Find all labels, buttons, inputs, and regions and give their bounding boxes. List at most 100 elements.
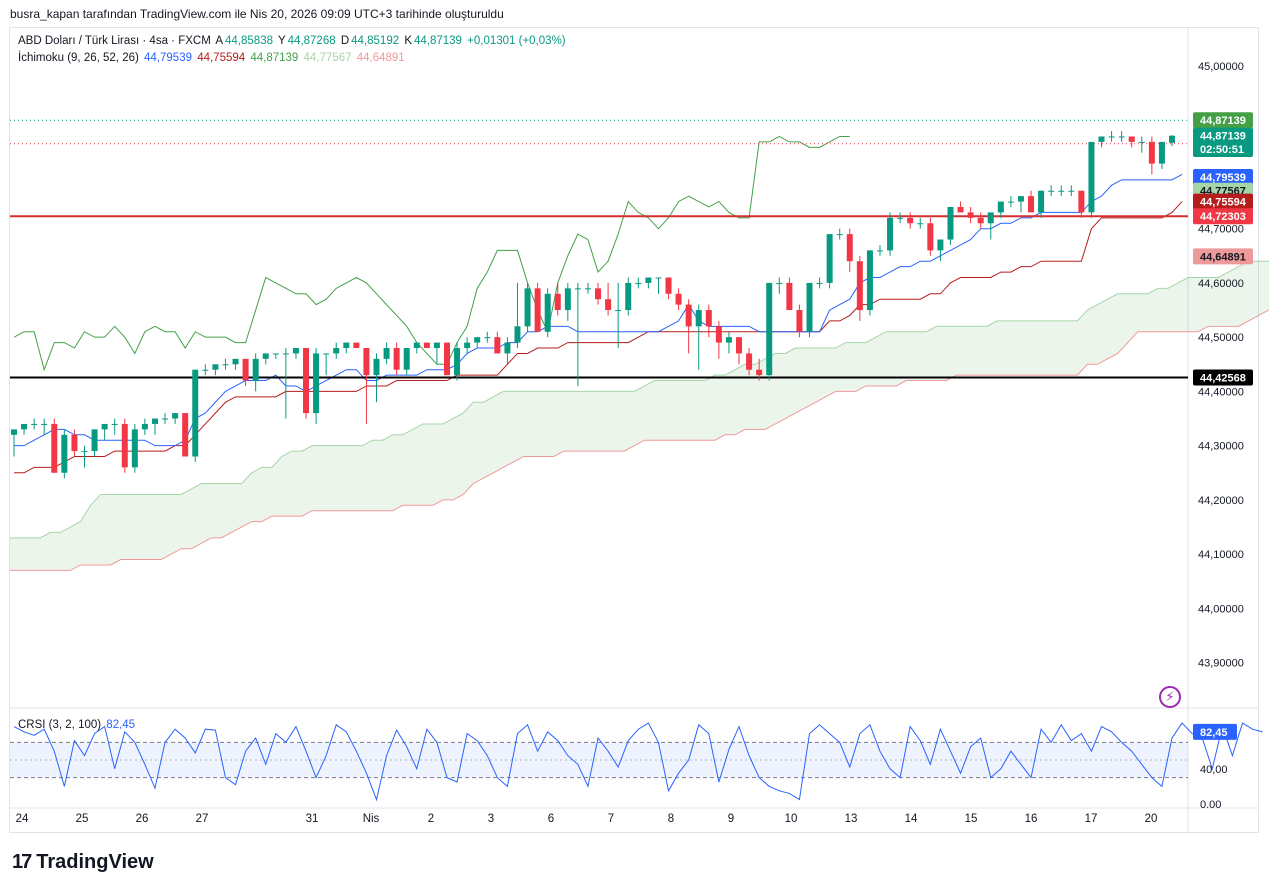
candle [162, 413, 169, 424]
candle-body [977, 217, 984, 224]
candle-body [323, 353, 330, 355]
candle [474, 337, 481, 349]
tradingview-logo[interactable]: 17 TradingView [12, 851, 154, 874]
price-tick-label: 44,60000 [1198, 278, 1244, 290]
price-label: 44,79539 [1193, 168, 1253, 185]
candle [907, 212, 914, 229]
crsi-legend[interactable]: CRSI (3, 2, 100) 82,45 [18, 719, 137, 731]
candle [202, 364, 209, 376]
candle-body [1158, 141, 1165, 164]
candle-body [766, 282, 773, 376]
candle [192, 369, 199, 462]
candle [252, 353, 259, 392]
candle [1108, 131, 1115, 142]
price-label-text: 44,75594 [1200, 197, 1247, 209]
senkou-span-b-line [10, 309, 1269, 571]
time-tick-label: 24 [16, 813, 29, 825]
candle-body [957, 206, 964, 213]
candle-body [1048, 190, 1055, 192]
candle-body [705, 310, 712, 327]
ichimoku-legend[interactable]: İchimoku (9, 26, 52, 26) 44,79539 44,755… [18, 52, 407, 64]
candle [796, 304, 803, 338]
time-tick-label: 14 [905, 813, 918, 825]
candle-body [1028, 196, 1035, 213]
candle-body [202, 369, 209, 371]
brand-name: TradingView [36, 851, 154, 873]
price-label-text: 02:50:51 [1200, 144, 1244, 156]
time-tick-label: 3 [488, 813, 494, 825]
candle-body [413, 342, 420, 349]
candle-body [71, 434, 78, 452]
price-tick-label: 44,30000 [1198, 441, 1244, 453]
price-label: 44,87139 [1193, 127, 1253, 144]
candle-body [162, 418, 169, 420]
time-tick-label: Nis [363, 813, 380, 825]
candle-body [1128, 136, 1135, 142]
time-tick-label: 6 [548, 813, 554, 825]
candle-body [81, 451, 88, 453]
lightning-icon[interactable]: ⚡ [1159, 686, 1181, 708]
candle [423, 342, 430, 349]
candle-body [584, 288, 591, 290]
price-label: 44,72303 [1193, 208, 1253, 225]
candle [333, 342, 340, 359]
candle-body [353, 342, 360, 349]
senkou-span-a-line [10, 260, 1269, 539]
candle-body [494, 337, 501, 354]
candle-body [262, 353, 269, 359]
candle [1128, 136, 1135, 148]
candle-body [1017, 196, 1024, 202]
candle [736, 337, 743, 365]
span-b-value: 44,64891 [356, 52, 405, 64]
candle [383, 342, 390, 365]
candle-body [595, 288, 602, 300]
candle-body [756, 369, 763, 376]
candle-body [564, 288, 571, 311]
candle [534, 282, 541, 332]
span-a-value: 44,77567 [303, 52, 352, 64]
candle [564, 282, 571, 321]
candle [957, 201, 964, 213]
candle [937, 239, 944, 262]
ichimoku-label: İchimoku (9, 26, 52, 26) [18, 52, 139, 64]
candle-body [403, 348, 410, 370]
candle-body [534, 288, 541, 332]
candle-body [1068, 190, 1075, 192]
candle [675, 288, 682, 311]
candle [292, 348, 299, 359]
candle-body [826, 234, 833, 283]
candle [282, 348, 289, 419]
candle-body [574, 288, 581, 290]
price-label-bg [1193, 127, 1253, 144]
candle-body [393, 348, 400, 370]
candle-body [484, 337, 491, 339]
candle [373, 353, 380, 403]
candle [242, 358, 249, 386]
candle [997, 201, 1004, 218]
close-value: 44,87139 [413, 35, 462, 47]
candle [776, 277, 783, 294]
candle-body [131, 429, 138, 468]
candle [1038, 190, 1045, 218]
candle [645, 277, 652, 289]
price-tick-label: 44,20000 [1198, 495, 1244, 507]
candle-body [121, 423, 128, 468]
crsi-value: 82,45 [106, 719, 136, 731]
candle [977, 212, 984, 229]
candle [826, 234, 833, 289]
candle [514, 282, 521, 349]
candle [1007, 196, 1014, 207]
candle-body [423, 342, 430, 349]
candle-body [383, 348, 390, 359]
candle-body [1078, 190, 1085, 213]
candle-body [333, 348, 340, 354]
candle [806, 282, 813, 338]
candle-body [655, 277, 662, 279]
candle-body [876, 250, 883, 252]
chikou-span-line [13, 135, 850, 372]
price-label-bg [1193, 168, 1253, 185]
time-tick-label: 2 [428, 813, 434, 825]
ichimoku-cloud [10, 261, 1269, 571]
